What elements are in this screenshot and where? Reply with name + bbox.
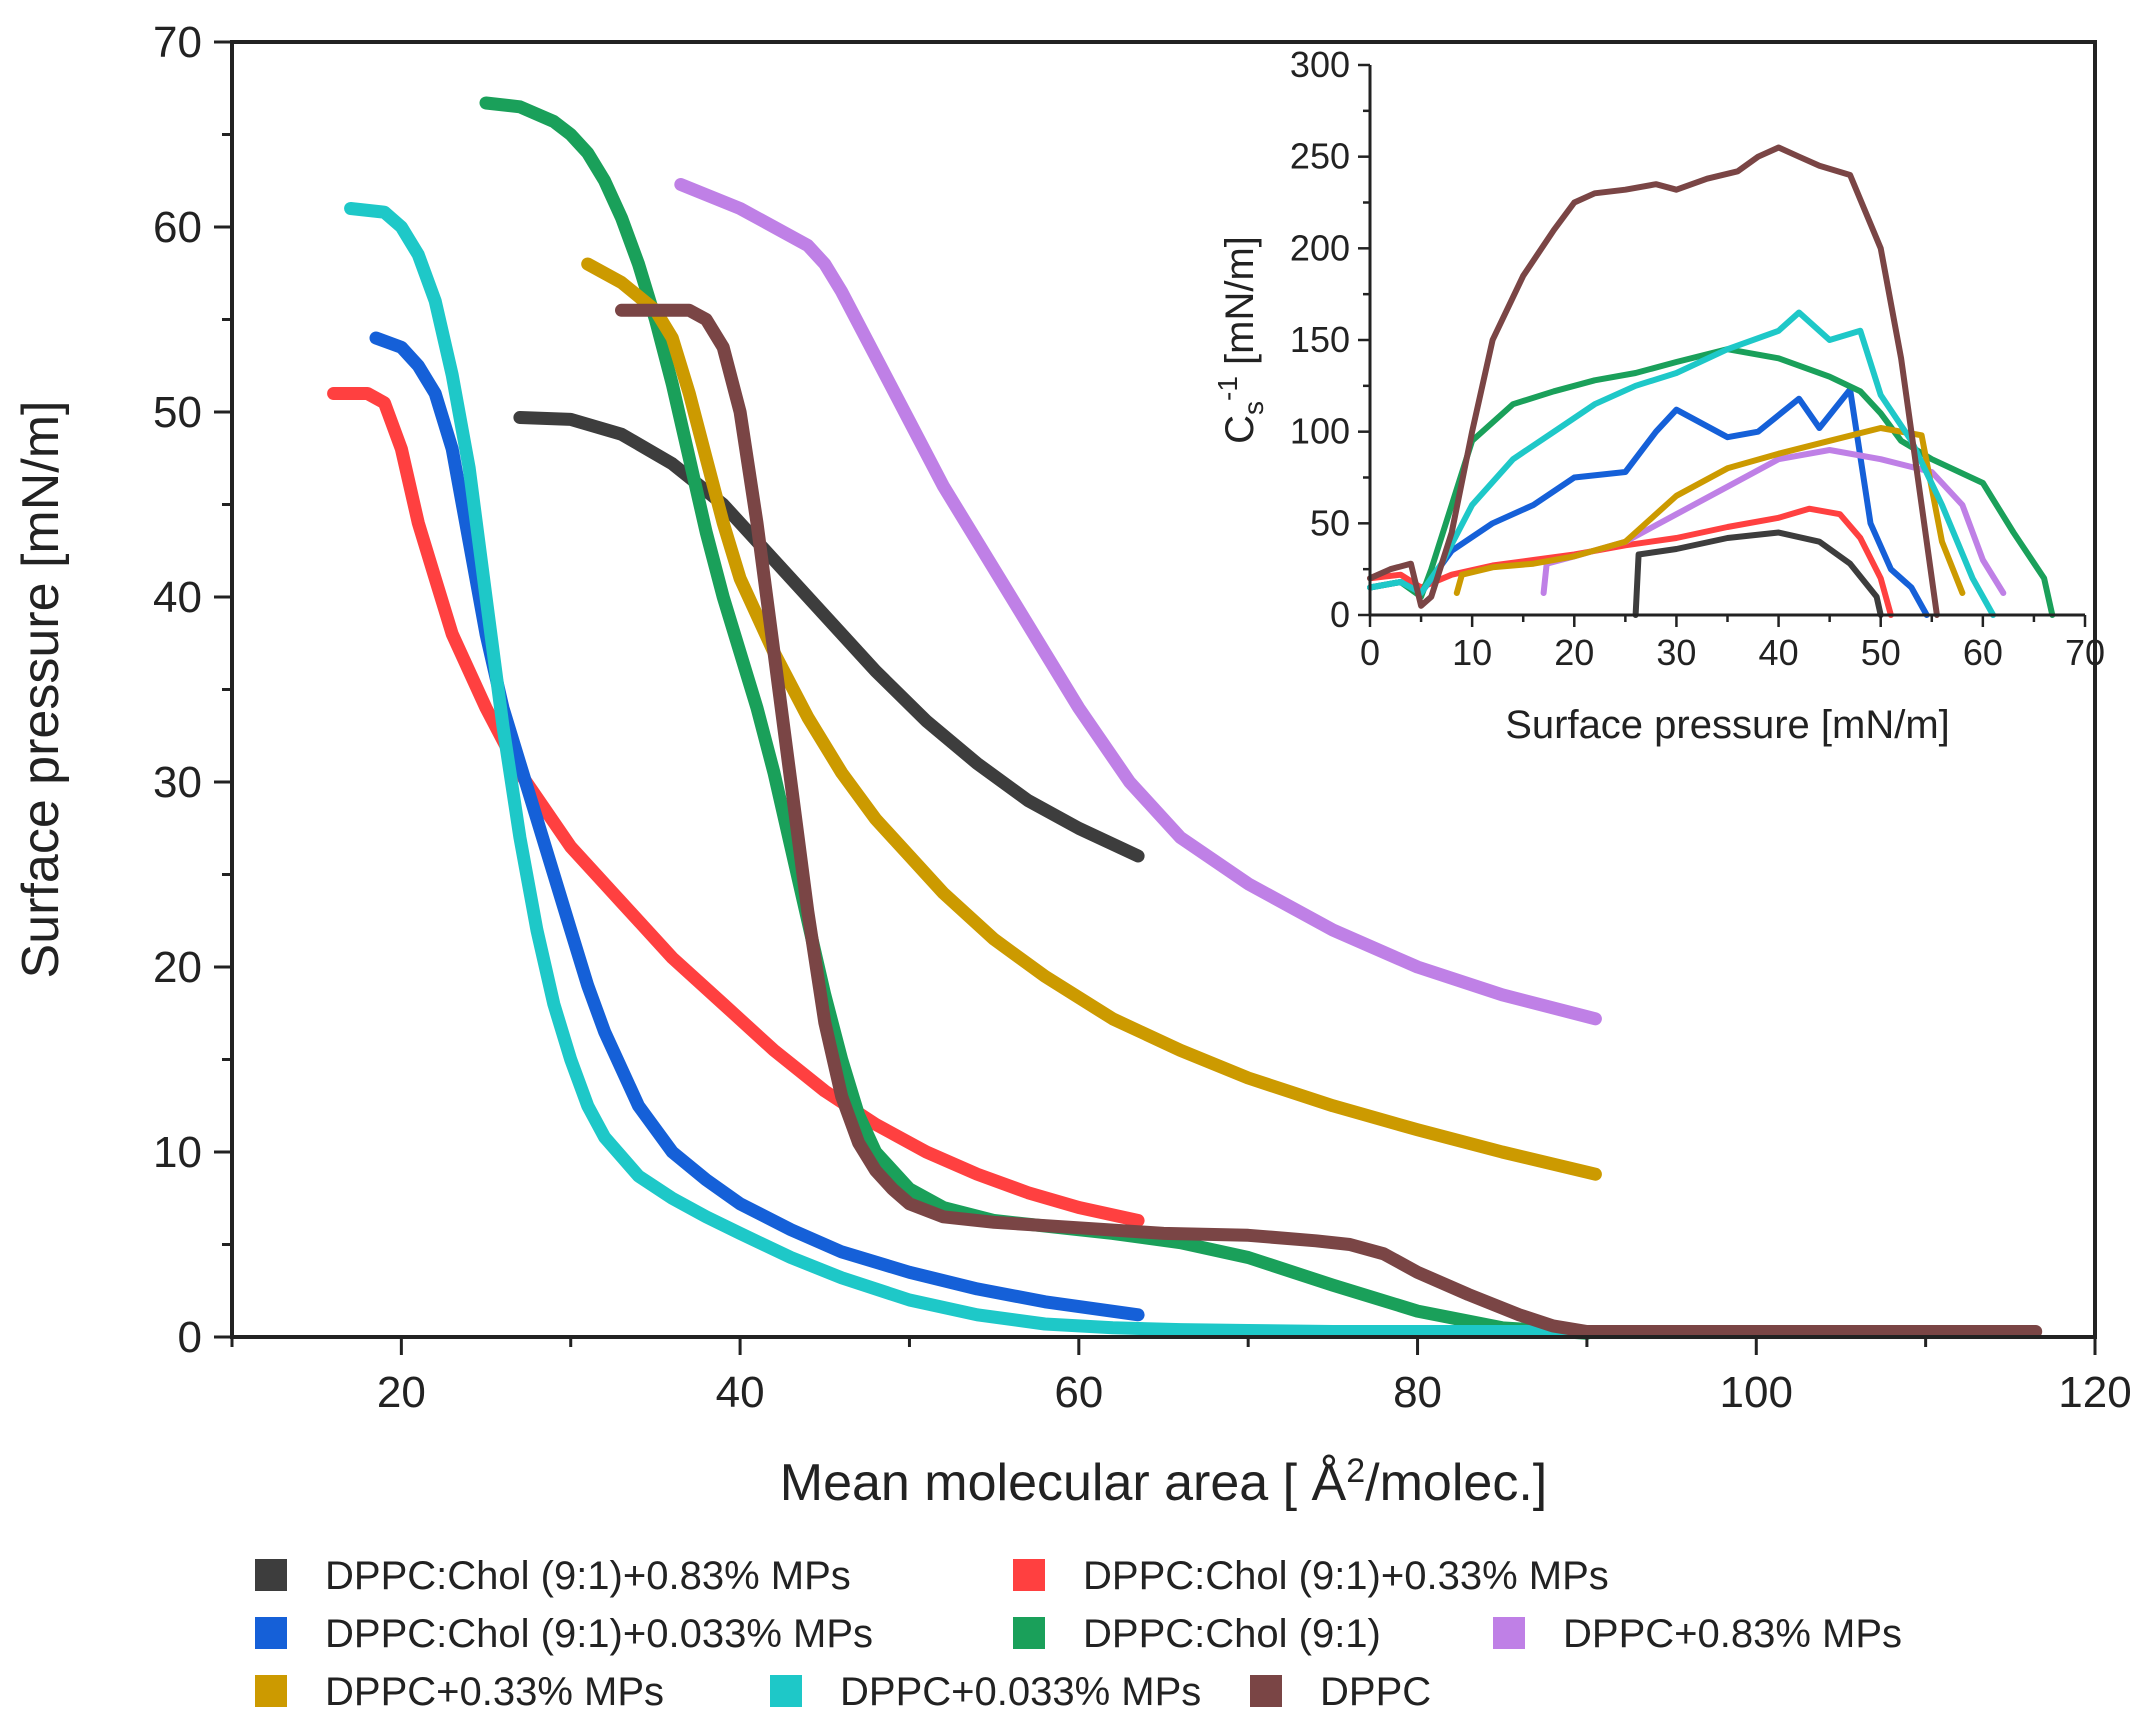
main-series-line-1 (327, 387, 1145, 1227)
legend-label: DPPC+0.83% MPs (1563, 1612, 1902, 1656)
inset-x-tick-label: 40 (1759, 632, 1799, 673)
main-x-tick-label: 60 (1054, 1368, 1103, 1417)
legend-label: DPPC:Chol (9:1)+0.33% MPs (1083, 1554, 1609, 1598)
inset-y-tick-label: 300 (1290, 44, 1350, 85)
legend-item: DPPC:Chol (9:1) (1013, 1612, 1381, 1656)
legend-item: DPPC:Chol (9:1)+0.83% MPs (255, 1554, 851, 1598)
inset-y-tick-label: 0 (1330, 594, 1350, 635)
legend-swatch (255, 1675, 287, 1707)
legend-item: DPPC:Chol (9:1)+0.033% MPs (255, 1612, 873, 1656)
main-x-tick-label: 100 (1720, 1368, 1793, 1417)
main-x-axis-title-sup: 2 (1346, 1452, 1365, 1490)
main-series-line-7 (615, 303, 2043, 1338)
main-series-line-3 (479, 96, 1594, 1340)
inset-axes: 0 10 20 30 40 50 60 70 0 50 100 150 200 250 300 (1290, 44, 2105, 673)
main-series-line-2 (369, 331, 1145, 1322)
legend-label: DPPC:Chol (9:1)+0.83% MPs (325, 1554, 851, 1598)
main-y-tick-label: 40 (153, 573, 202, 622)
inset-y-axis-title-main: C (1218, 415, 1262, 444)
main-x-axis-title: Mean molecular area [ Å2/molec.] (780, 1452, 1547, 1512)
legend-label: DPPC:Chol (9:1)+0.033% MPs (325, 1612, 873, 1656)
main-x-tick-label: 120 (2058, 1368, 2131, 1417)
inset-x-tick-label: 60 (1963, 632, 2003, 673)
main-y-axis-title: Surface pressure [mN/m] (12, 401, 70, 979)
inset-x-tick-label: 10 (1452, 632, 1492, 673)
inset-x-tick-label: 30 (1656, 632, 1696, 673)
legend-swatch (255, 1617, 287, 1649)
inset-y-tick-label: 200 (1290, 227, 1350, 268)
legend-swatch (1250, 1675, 1282, 1707)
inset-y-axis-title: Cs-1 [mN/m] (1212, 236, 1269, 444)
inset-y-axis-title-sub: s (1238, 401, 1269, 415)
legend-label: DPPC (1320, 1670, 1431, 1714)
inset-series-line-0 (1632, 529, 1884, 618)
main-x-axis-title-suffix: /molec.] (1365, 1454, 1547, 1512)
legend-swatch (1493, 1617, 1525, 1649)
legend-swatch (1013, 1559, 1045, 1591)
inset-y-tick-label: 50 (1310, 502, 1350, 543)
inset-y-tick-label: 250 (1290, 136, 1350, 177)
legend-item: DPPC+0.83% MPs (1493, 1612, 1902, 1656)
inset-series-group (1367, 144, 2056, 618)
legend-item: DPPC (1250, 1670, 1431, 1714)
legend-swatch (770, 1675, 802, 1707)
legend-label: DPPC+0.033% MPs (840, 1670, 1201, 1714)
main-series-line-6 (344, 202, 1594, 1338)
inset-x-axis-title: Surface pressure [mN/m] (1505, 703, 1950, 747)
inset-x-tick-label: 20 (1554, 632, 1594, 673)
legend-label: DPPC+0.33% MPs (325, 1670, 664, 1714)
main-y-tick-label: 50 (153, 388, 202, 437)
inset-x-tick-label: 0 (1360, 632, 1380, 673)
inset-series-line-5 (1453, 425, 1966, 596)
inset-chart: 0 10 20 30 40 50 60 70 0 50 100 150 200 250 300 Surfac… (1212, 44, 2105, 747)
legend-item: DPPC:Chol (9:1)+0.33% MPs (1013, 1554, 1609, 1598)
legend: DPPC:Chol (9:1)+0.83% MPs DPPC:Chol (9:1)… (255, 1554, 1902, 1714)
inset-x-tick-label: 50 (1861, 632, 1901, 673)
main-x-tick-label: 20 (377, 1368, 426, 1417)
main-y-tick-label: 70 (153, 18, 202, 67)
inset-series-line-3 (1367, 346, 2056, 618)
inset-x-tick-label: 70 (2065, 632, 2105, 673)
legend-label: DPPC:Chol (9:1) (1083, 1612, 1381, 1656)
inset-series-line-7 (1367, 144, 1940, 618)
main-y-tick-label: 30 (153, 758, 202, 807)
main-series-group (327, 96, 2043, 1340)
main-x-axis-title-prefix: Mean molecular area [ Å (780, 1454, 1347, 1512)
main-x-tick-label: 40 (716, 1368, 765, 1417)
inset-y-axis-title-sup: -1 (1212, 376, 1243, 401)
main-series-line-0 (513, 411, 1145, 863)
inset-y-axis-title-suffix: [mN/m] (1218, 236, 1262, 376)
main-x-tick-label: 80 (1393, 1368, 1442, 1417)
main-y-tick-label: 20 (153, 943, 202, 992)
legend-item: DPPC+0.33% MPs (255, 1670, 664, 1714)
inset-y-tick-label: 100 (1290, 411, 1350, 452)
main-y-tick-label: 0 (178, 1313, 202, 1362)
legend-swatch (1013, 1617, 1045, 1649)
legend-swatch (255, 1559, 287, 1591)
main-y-tick-label: 60 (153, 203, 202, 252)
main-series-line-5 (581, 257, 1602, 1181)
main-series-line-4 (674, 178, 1602, 1026)
legend-item: DPPC+0.033% MPs (770, 1670, 1201, 1714)
inset-series-line-2 (1367, 386, 1930, 618)
main-y-tick-label: 10 (153, 1128, 202, 1177)
main-plot-frame (230, 40, 2097, 1339)
inset-y-tick-label: 150 (1290, 319, 1350, 360)
